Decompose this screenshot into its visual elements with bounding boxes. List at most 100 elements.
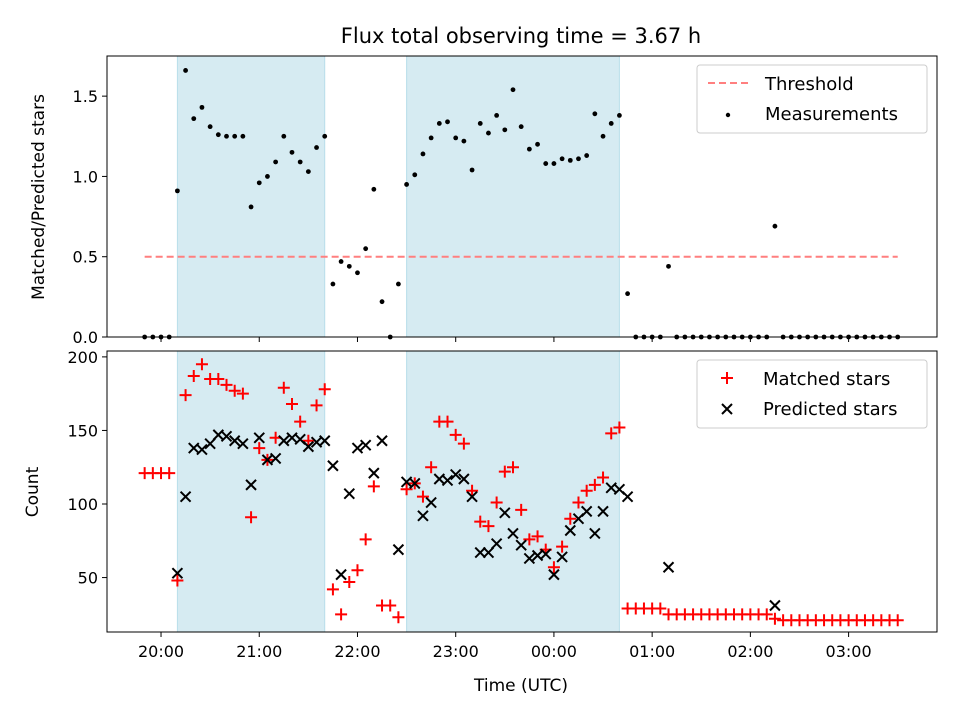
- predicted-star-point: [351, 442, 364, 454]
- measurement-point: [248, 204, 254, 210]
- predicted-star-point: [589, 527, 601, 540]
- matched-star-point: [359, 533, 372, 546]
- matched-star-point: [482, 520, 495, 533]
- bottom-legend-box: [696, 359, 928, 429]
- predicted-star-point: [269, 452, 282, 465]
- predicted-star-point: [253, 432, 265, 444]
- matched-star-point: [195, 358, 208, 371]
- matched-star-point: [277, 381, 290, 394]
- measurement-point: [191, 116, 197, 122]
- matched-star-point: [605, 427, 618, 440]
- measurement-point: [314, 145, 319, 150]
- measurement-point: [453, 135, 459, 141]
- matched-star-point: [318, 383, 331, 396]
- matched-star-point: [425, 461, 438, 474]
- predicted-star-point: [335, 568, 347, 581]
- y-tick-label: 100: [67, 495, 98, 514]
- measurement-point: [461, 138, 467, 144]
- matched-star-point: [654, 602, 667, 615]
- top-y-ticks: 0.0 0.5 1.0 1.5: [73, 87, 107, 347]
- predicted-star-point: [343, 487, 355, 500]
- x-tick-label: 03:00: [826, 642, 872, 661]
- predicted-star-point: [228, 435, 241, 447]
- x-tick-label: 22:00: [334, 642, 380, 661]
- measurement-point: [207, 124, 213, 130]
- legend-matched-swatch: [721, 372, 733, 384]
- measurement-point: [371, 186, 377, 192]
- measurement-point: [608, 121, 614, 126]
- y-tick-label: 50: [78, 569, 98, 588]
- matched-star-point: [466, 484, 479, 497]
- matched-star-point: [163, 467, 176, 480]
- matched-star-point: [449, 428, 462, 441]
- bottom-y-axis-label: Count: [23, 466, 43, 517]
- matched-star-point: [171, 574, 184, 587]
- matched-star-point: [253, 442, 266, 455]
- predicted-star-point: [392, 543, 405, 556]
- matched-star-point: [597, 471, 610, 484]
- measurement-point: [265, 174, 270, 179]
- measurement-point: [543, 161, 549, 166]
- measurement-point: [436, 121, 442, 126]
- matched-star-point: [400, 483, 413, 496]
- matched-star-point: [367, 480, 380, 493]
- predicted-star-point: [196, 443, 208, 456]
- matched-star-point: [547, 561, 560, 574]
- matched-star-point: [506, 461, 519, 474]
- measurement-point: [518, 124, 524, 130]
- predicted-star-point: [220, 430, 233, 443]
- measurement-point: [183, 68, 188, 73]
- top-legend: Threshold Measurements: [696, 64, 928, 134]
- matched-star-point: [580, 484, 593, 497]
- y-tick-label: 200: [67, 348, 98, 367]
- measurement-point: [625, 291, 630, 297]
- matched-star-point: [613, 421, 626, 434]
- matched-star-point: [351, 564, 364, 577]
- matched-star-point: [228, 384, 241, 397]
- matched-star-point: [310, 399, 323, 412]
- observing-interval: [406, 55, 620, 338]
- predicted-star-point: [425, 496, 437, 509]
- observing-interval: [176, 55, 326, 338]
- measurement-point: [494, 113, 500, 118]
- legend-matched-label: Matched stars: [763, 369, 890, 390]
- measurement-point: [617, 113, 622, 118]
- bottom-legend: Matched stars Predicted stars: [696, 359, 928, 429]
- measurement-point: [772, 223, 778, 229]
- measurement-point: [486, 130, 491, 136]
- top-x-ticks: [160, 337, 850, 342]
- x-tick-label: 02:00: [727, 642, 773, 661]
- legend-predicted-label: Predicted stars: [763, 399, 897, 420]
- measurement-point: [289, 149, 295, 155]
- legend-measurements-swatch: [725, 112, 731, 118]
- matched-star-point: [285, 397, 298, 410]
- matched-star-point: [245, 511, 258, 524]
- matched-star-point: [326, 583, 339, 596]
- measurement-point: [297, 159, 303, 165]
- predicted-star-point: [368, 467, 380, 479]
- matched-star-point: [588, 478, 601, 491]
- chart-title: Flux total observing time = 3.67 h: [341, 24, 701, 48]
- predicted-star-point: [499, 507, 511, 519]
- predicted-star-point: [179, 490, 192, 503]
- measurement-point: [338, 259, 344, 264]
- measurement-point: [584, 153, 590, 158]
- measurement-point: [526, 146, 532, 152]
- matched-star-point: [572, 496, 585, 509]
- predicted-star-point: [359, 439, 372, 451]
- predicted-star-point: [597, 505, 609, 518]
- predicted-star-point: [319, 435, 331, 447]
- matched-star-point: [294, 415, 307, 428]
- y-tick-label: 150: [67, 421, 98, 440]
- measurement-point: [592, 111, 598, 117]
- matched-star-point: [457, 437, 470, 450]
- predicted-star-point: [376, 435, 388, 447]
- y-tick-label: 1.5: [73, 87, 98, 106]
- matched-star-point: [335, 608, 348, 621]
- measurement-point: [256, 180, 262, 186]
- predicted-star-point: [507, 527, 519, 540]
- predicted-star-point: [171, 567, 184, 579]
- predicted-star-point: [409, 477, 421, 490]
- matched-star-point: [302, 434, 315, 447]
- predicted-star-point: [302, 440, 315, 453]
